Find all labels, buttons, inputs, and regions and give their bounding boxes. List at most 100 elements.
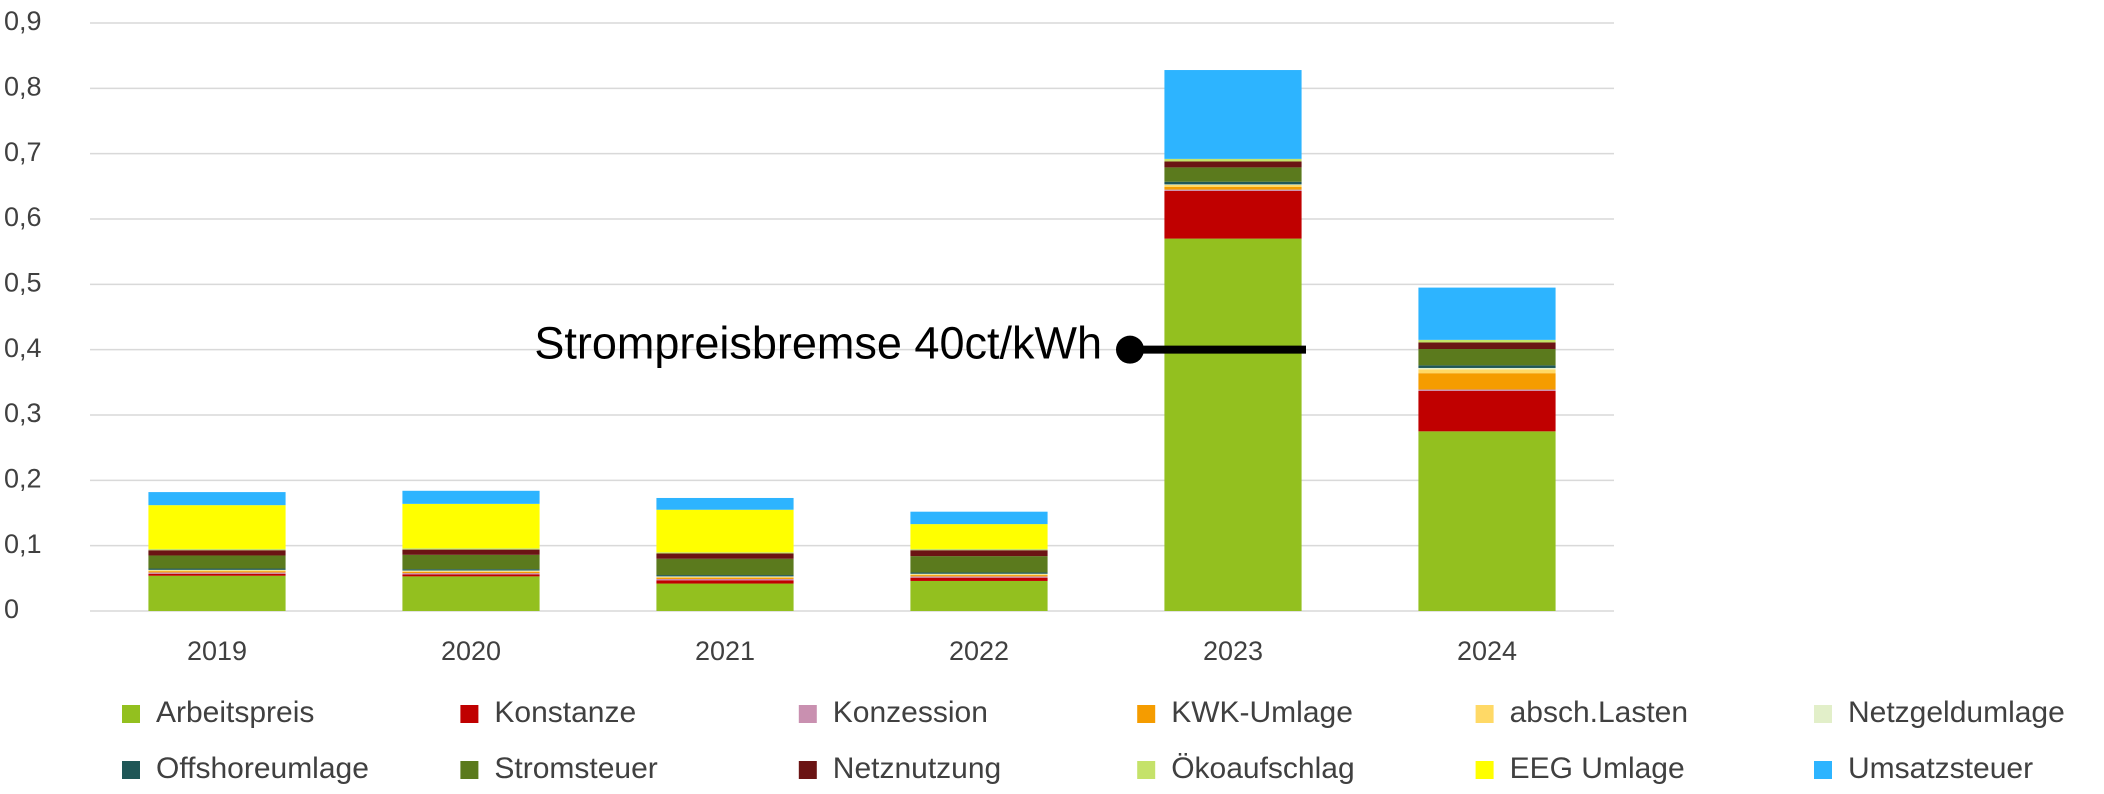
bar-segment bbox=[402, 570, 540, 572]
legend-label: Stromsteuer bbox=[494, 752, 657, 785]
legend-swatch bbox=[1137, 761, 1156, 779]
legend-label: Netznutzung bbox=[833, 752, 1001, 785]
x-tick-label: 2020 bbox=[441, 636, 501, 666]
legend-label: Netzgeldumlage bbox=[1848, 696, 2065, 729]
bar-segment bbox=[910, 511, 1048, 525]
y-tick-label: 0 bbox=[4, 594, 19, 624]
legend-label: Ökoaufschlag bbox=[1171, 752, 1354, 785]
bar-segment bbox=[910, 580, 1048, 611]
bar-segment bbox=[1418, 349, 1556, 366]
bar-segment bbox=[402, 574, 540, 577]
legend-label: Konzession bbox=[833, 696, 988, 729]
bar-segment bbox=[910, 556, 1048, 573]
bar-segment bbox=[148, 570, 286, 572]
bar-segment bbox=[1164, 181, 1302, 185]
bar-segment bbox=[1418, 390, 1556, 432]
bar-segment bbox=[402, 554, 540, 570]
bar-segment bbox=[402, 571, 540, 572]
bar-segment bbox=[402, 571, 540, 574]
bar-segment bbox=[402, 549, 540, 555]
bar-segment bbox=[1164, 158, 1302, 162]
bar-segment bbox=[656, 577, 794, 578]
legend-label: KWK-Umlage bbox=[1171, 696, 1353, 729]
bar-segment bbox=[1418, 367, 1556, 370]
y-tick-label: 0,8 bbox=[4, 71, 42, 101]
annotation-text: Strompreisbremse 40ct/kWh bbox=[534, 318, 1102, 369]
annotation-dot bbox=[1116, 335, 1144, 364]
bar-segment bbox=[402, 573, 540, 575]
legend-swatch bbox=[1475, 705, 1494, 723]
bar-segment bbox=[656, 576, 794, 578]
bar-segment bbox=[1164, 184, 1302, 186]
bar-segment bbox=[1418, 342, 1556, 350]
x-tick-label: 2021 bbox=[695, 636, 755, 666]
y-tick-label: 0,1 bbox=[4, 529, 42, 559]
y-tick-label: 0,2 bbox=[4, 463, 42, 493]
bar-segment bbox=[1418, 339, 1556, 343]
legend-swatch bbox=[122, 705, 140, 723]
legend-swatch bbox=[460, 705, 479, 723]
bar-segment bbox=[910, 576, 1048, 578]
bar-segment bbox=[148, 492, 286, 506]
bar-segment bbox=[910, 548, 1048, 551]
bar-segment bbox=[910, 524, 1048, 549]
bar-segment bbox=[910, 574, 1048, 576]
bar-segment bbox=[1164, 186, 1302, 190]
bar-segment bbox=[656, 552, 794, 554]
bar-segment bbox=[1164, 185, 1302, 187]
x-tick-label: 2023 bbox=[1203, 636, 1263, 666]
bar-segment bbox=[910, 575, 1048, 577]
y-tick-label: 0,6 bbox=[4, 202, 42, 232]
legend-swatch bbox=[798, 705, 817, 723]
bar-segment bbox=[1418, 365, 1556, 368]
bar-segment bbox=[1418, 431, 1556, 611]
legend-swatch bbox=[1814, 705, 1832, 723]
bar-segment bbox=[656, 580, 794, 584]
legend-swatch bbox=[122, 761, 140, 779]
bar-segment bbox=[910, 577, 1048, 581]
x-tick-label: 2022 bbox=[949, 636, 1009, 666]
bar-segment bbox=[148, 575, 286, 611]
y-tick-label: 0,4 bbox=[4, 333, 42, 363]
legend-swatch bbox=[1475, 761, 1494, 779]
bar-segment bbox=[656, 578, 794, 581]
bar-segment bbox=[1164, 70, 1302, 159]
bar-segment bbox=[656, 575, 794, 577]
legend-swatch bbox=[1814, 761, 1832, 779]
bar-segment bbox=[910, 573, 1048, 575]
y-tick-label: 0,9 bbox=[4, 6, 42, 36]
legend-swatch bbox=[798, 761, 817, 779]
bar-segment bbox=[402, 503, 540, 549]
bar-segment bbox=[656, 558, 794, 576]
legend-label: absch.Lasten bbox=[1510, 696, 1688, 729]
bar-segment bbox=[1164, 167, 1302, 182]
bar-segment bbox=[148, 573, 286, 576]
y-tick-label: 0,5 bbox=[4, 267, 42, 297]
bar-segment bbox=[148, 569, 286, 571]
bar-segment bbox=[148, 568, 286, 570]
bar-segment bbox=[148, 548, 286, 551]
legend-label: Konstanze bbox=[494, 696, 636, 729]
bar-segment bbox=[402, 569, 540, 571]
bar-segment bbox=[656, 509, 794, 553]
legend-swatch bbox=[1137, 705, 1156, 723]
bar-segment bbox=[1164, 238, 1302, 611]
bar-segment bbox=[1418, 287, 1556, 340]
bar-segment bbox=[148, 572, 286, 574]
bar-segment bbox=[910, 550, 1048, 557]
bar-segment bbox=[1164, 190, 1302, 239]
bar-segment bbox=[656, 583, 794, 611]
bar-segment bbox=[656, 497, 794, 510]
legend-label: EEG Umlage bbox=[1510, 752, 1685, 785]
bar-segment bbox=[402, 490, 540, 504]
x-tick-label: 2024 bbox=[1457, 636, 1517, 666]
bar-segment bbox=[402, 548, 540, 550]
bar-segment bbox=[1164, 161, 1302, 168]
bar-segment bbox=[148, 571, 286, 573]
legend-label: Offshoreumlage bbox=[156, 752, 369, 785]
legend-label: Arbeitspreis bbox=[156, 696, 314, 729]
bar-segment bbox=[402, 576, 540, 611]
bar-segment bbox=[148, 555, 286, 569]
bar-segment bbox=[910, 572, 1048, 574]
